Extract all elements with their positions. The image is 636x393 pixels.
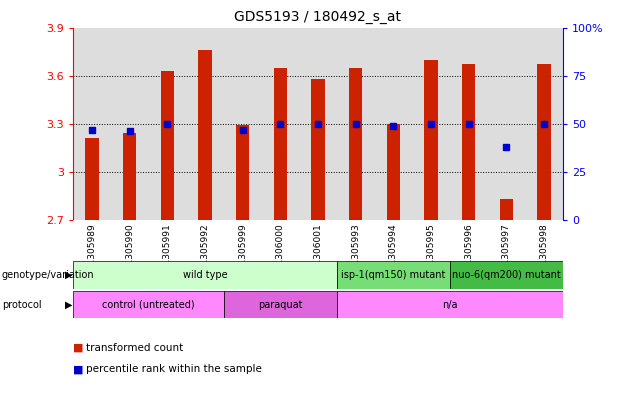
Bar [299,28,337,220]
Bar [85,138,99,220]
Bar [488,28,525,220]
Text: isp-1(qm150) mutant: isp-1(qm150) mutant [341,270,446,280]
Bar [412,28,450,220]
Bar [299,28,337,220]
Text: GSM1305998: GSM1305998 [539,223,548,284]
Bar [450,28,488,220]
Bar [73,28,111,220]
Bar [73,291,224,318]
Bar [261,28,299,220]
Bar [186,28,224,220]
Bar [337,261,450,289]
Bar [312,79,324,220]
Bar [488,28,525,220]
Text: ▶: ▶ [65,299,73,310]
Bar [186,28,224,220]
Bar [450,28,488,220]
Bar [273,68,287,220]
Bar [73,261,337,289]
Text: nuo-6(qm200) mutant: nuo-6(qm200) mutant [452,270,561,280]
Bar [73,28,111,220]
Bar [375,28,412,220]
Bar [261,28,299,220]
Text: GSM1305993: GSM1305993 [351,223,360,284]
Text: genotype/variation: genotype/variation [2,270,95,280]
Bar [236,125,249,220]
Bar [224,28,261,220]
Text: GDS5193 / 180492_s_at: GDS5193 / 180492_s_at [235,10,401,24]
Text: wild type: wild type [183,270,227,280]
Text: transformed count: transformed count [86,343,183,353]
Text: GSM1305996: GSM1305996 [464,223,473,284]
Bar [148,28,186,220]
Text: GSM1305999: GSM1305999 [238,223,247,284]
Text: ■: ■ [73,364,84,375]
Bar [537,64,551,220]
Bar [500,199,513,220]
Text: GSM1306001: GSM1306001 [314,223,322,284]
Text: GSM1305992: GSM1305992 [200,223,209,284]
Bar [525,28,563,220]
Bar [198,50,212,220]
Text: GSM1305990: GSM1305990 [125,223,134,284]
Text: control (untreated): control (untreated) [102,299,195,310]
Text: protocol: protocol [2,299,41,310]
Text: ■: ■ [73,343,84,353]
Bar [123,134,136,220]
Bar [224,28,261,220]
Bar [462,64,475,220]
Bar [337,291,563,318]
Bar [224,291,337,318]
Bar [375,28,412,220]
Text: GSM1305995: GSM1305995 [427,223,436,284]
Bar [387,124,400,220]
Bar [148,28,186,220]
Text: n/a: n/a [442,299,457,310]
Bar [349,68,363,220]
Text: ▶: ▶ [65,270,73,280]
Text: GSM1305997: GSM1305997 [502,223,511,284]
Bar [111,28,148,220]
Bar [450,261,563,289]
Bar [525,28,563,220]
Text: GSM1305994: GSM1305994 [389,223,398,284]
Bar [337,28,375,220]
Text: GSM1305991: GSM1305991 [163,223,172,284]
Text: paraquat: paraquat [258,299,303,310]
Bar [161,71,174,220]
Text: GSM1305989: GSM1305989 [88,223,97,284]
Bar [111,28,148,220]
Bar [337,28,375,220]
Bar [412,28,450,220]
Text: GSM1306000: GSM1306000 [276,223,285,284]
Text: percentile rank within the sample: percentile rank within the sample [86,364,262,375]
Bar [424,60,438,220]
